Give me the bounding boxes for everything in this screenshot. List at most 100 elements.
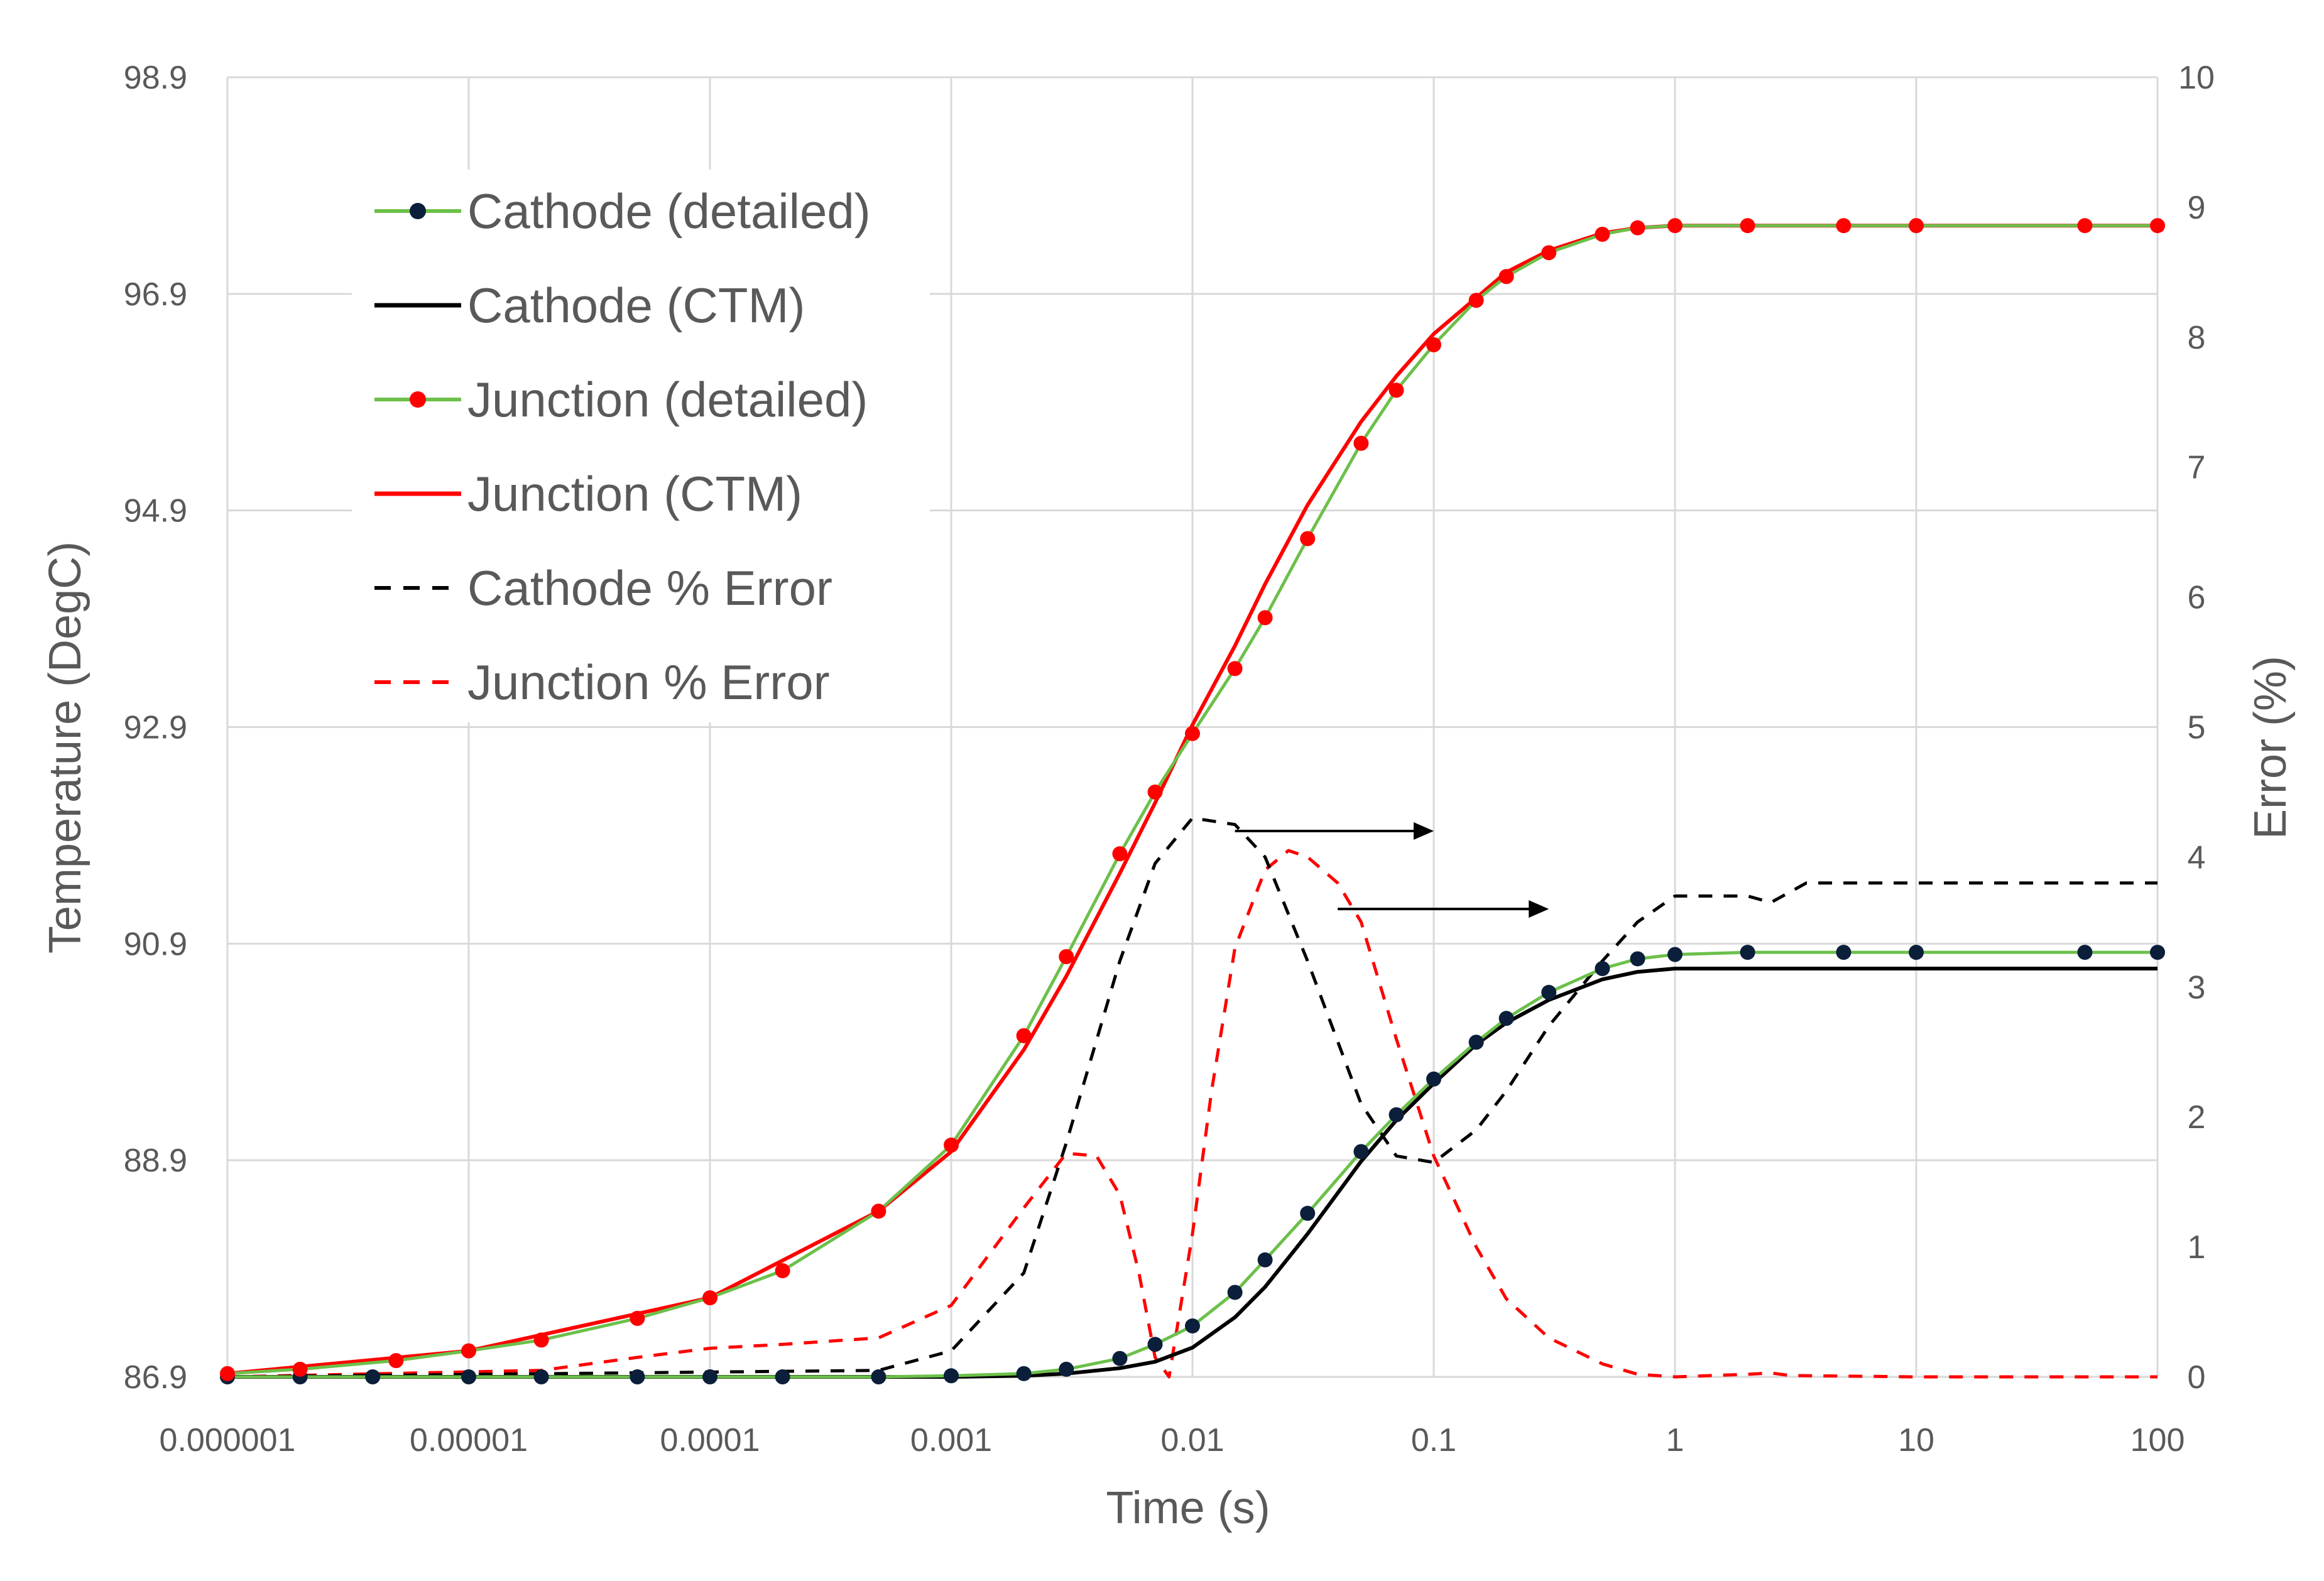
cathode-detailed-point <box>2077 945 2093 960</box>
junction-detailed-point <box>1498 269 1514 285</box>
cathode-detailed-point <box>1740 945 1755 960</box>
junction-error-line <box>227 849 2158 1379</box>
cathode-detailed-point <box>461 1369 476 1384</box>
cathode-detailed-point <box>1595 960 1610 976</box>
y2-tick-label: 3 <box>2188 969 2206 1006</box>
right-axis-ticks: 0 1 2 3 4 5 6 7 8 9 10 <box>2178 60 2215 1396</box>
y-tick-label: 86.9 <box>124 1359 187 1396</box>
junction-detailed-point <box>1185 725 1200 741</box>
junction-detailed-point <box>1300 531 1316 546</box>
cathode-error-line <box>227 816 2158 1379</box>
x-tick-label: 0.01 <box>1160 1422 1224 1459</box>
cathode-detailed-point <box>1147 1337 1163 1352</box>
junction-detailed-point <box>871 1203 887 1219</box>
junction-detailed-point <box>388 1353 404 1369</box>
junction-detailed-point <box>702 1290 717 1306</box>
y2-tick-label: 9 <box>2188 190 2206 226</box>
y-tick-label: 98.9 <box>124 60 187 96</box>
junction-detailed-point <box>292 1361 308 1377</box>
cathode-detailed-point <box>871 1369 887 1384</box>
legend-swatch-marker <box>410 203 426 219</box>
y-tick-label: 92.9 <box>124 710 187 746</box>
cathode-ctm-line <box>227 967 2158 1379</box>
annotation-arrow-head <box>1414 822 1434 840</box>
x-tick-label: 0.1 <box>1411 1422 1456 1459</box>
cathode-detailed-point <box>944 1368 959 1384</box>
junction-detailed-point <box>944 1138 959 1153</box>
x-tick-label: 0.00001 <box>410 1422 528 1459</box>
cathode-detailed-point <box>630 1369 645 1384</box>
junction-detailed-point <box>1147 784 1163 800</box>
junction-detailed-point <box>2150 218 2165 234</box>
x-tick-label: 0.0001 <box>660 1422 760 1459</box>
y2-tick-label: 4 <box>2188 839 2206 876</box>
junction-detailed-point <box>461 1343 476 1359</box>
legend-label: Junction (detailed) <box>467 372 868 427</box>
y2-tick-label: 1 <box>2188 1229 2206 1266</box>
junction-detailed-point <box>1630 220 1645 236</box>
series-layer <box>220 218 2165 1384</box>
junction-detailed-point <box>1836 218 1852 234</box>
cathode-detailed-point <box>1112 1350 1128 1366</box>
cathode-detailed-point <box>1227 1285 1243 1300</box>
y-tick-label: 94.9 <box>124 493 187 530</box>
junction-detailed-point <box>1468 293 1484 308</box>
junction-detailed-point <box>1227 661 1243 676</box>
y2-axis-title: Error (%) <box>2245 656 2296 839</box>
cathode-detailed-point <box>1630 951 1645 967</box>
cathode-detailed-point <box>1667 947 1683 962</box>
junction-detailed-point <box>1595 227 1610 242</box>
y2-tick-label: 2 <box>2188 1099 2206 1136</box>
junction-detailed-point <box>1667 218 1683 234</box>
cathode-detailed-point <box>365 1369 381 1384</box>
cathode-detailed-point <box>1185 1318 1200 1334</box>
y2-tick-label: 10 <box>2178 60 2215 96</box>
y2-tick-label: 7 <box>2188 450 2206 486</box>
y-tick-label: 96.9 <box>124 276 187 313</box>
x-axis-ticks: 0.000001 0.00001 0.0001 0.001 0.01 0.1 1 10 100 <box>160 1422 2185 1459</box>
y-axis-title: Temperature (DegC) <box>40 541 90 953</box>
cathode-detailed-point <box>1909 945 1924 960</box>
junction-detailed-point <box>1059 949 1074 965</box>
cathode-detailed-point <box>1836 945 1852 960</box>
y2-tick-label: 6 <box>2188 580 2206 616</box>
legend-label: Junction % Error <box>467 655 830 710</box>
left-axis-ticks: 86.9 88.9 90.9 92.9 94.9 96.9 98.9 <box>124 60 187 1396</box>
cathode-detailed-point <box>1016 1366 1032 1381</box>
y2-tick-label: 0 <box>2188 1359 2206 1396</box>
junction-detailed-point <box>220 1366 235 1381</box>
x-axis-title: Time (s) <box>1106 1483 1270 1533</box>
cathode-detailed-point <box>775 1369 790 1384</box>
annotation-arrow-head <box>1529 900 1549 918</box>
cathode-detailed-point <box>533 1369 549 1384</box>
junction-detailed-point <box>1388 383 1404 398</box>
junction-detailed-point <box>1353 435 1369 451</box>
y-tick-label: 90.9 <box>124 926 187 962</box>
cathode-detailed-point <box>1498 1011 1514 1026</box>
junction-detailed-point <box>1541 245 1557 261</box>
cathode-detailed-point <box>1388 1107 1404 1122</box>
cathode-detailed-point <box>2150 945 2165 960</box>
junction-detailed-point <box>630 1310 645 1326</box>
junction-detailed-point <box>775 1263 790 1279</box>
x-tick-label: 0.000001 <box>160 1422 296 1459</box>
junction-detailed-point <box>2077 218 2093 234</box>
cathode-detailed-point <box>702 1369 717 1384</box>
x-tick-label: 0.001 <box>910 1422 992 1459</box>
cathode-detailed-point <box>1541 984 1557 1000</box>
x-tick-label: 10 <box>1898 1422 1934 1459</box>
junction-detailed-point <box>1257 610 1273 626</box>
legend-background <box>352 170 930 722</box>
x-tick-label: 1 <box>1666 1422 1684 1459</box>
legend-label: Junction (CTM) <box>467 466 802 521</box>
y-tick-label: 88.9 <box>124 1143 187 1179</box>
cathode-detailed-point <box>1426 1071 1441 1087</box>
cathode-detailed-point <box>1300 1205 1316 1221</box>
x-tick-label: 100 <box>2130 1422 2185 1459</box>
junction-detailed-point <box>533 1332 549 1348</box>
y2-tick-label: 5 <box>2188 710 2206 746</box>
junction-detailed-point <box>1016 1028 1032 1043</box>
junction-detailed-point <box>1740 218 1755 234</box>
